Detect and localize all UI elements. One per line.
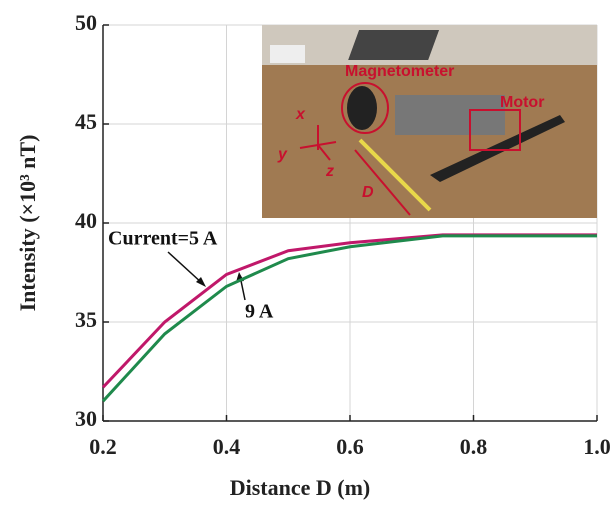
- series-label: 9 A: [245, 301, 274, 323]
- y-tick-label: 35: [75, 307, 97, 332]
- inset-distance: [354, 149, 411, 216]
- x-tick-label: 0.4: [213, 434, 241, 459]
- x-tick-label: 1.0: [583, 434, 611, 459]
- inset-label: z: [325, 163, 334, 180]
- annotation-arrowhead: [196, 277, 206, 287]
- series-line: [101, 234, 597, 403]
- series-label: Current=5 A: [108, 228, 218, 250]
- inset-photo: Magnetometer Motor x y z D: [262, 25, 597, 218]
- annotation-arrow: [167, 251, 204, 285]
- y-tick-label: 40: [75, 208, 97, 233]
- inset-label: x: [295, 106, 306, 123]
- inset-laptop: [348, 30, 440, 60]
- x-axis-label: Distance D (m): [230, 475, 371, 500]
- inset-tape: [358, 138, 432, 212]
- y-tick-label: 45: [75, 109, 97, 134]
- y-tick-label: 50: [75, 10, 97, 35]
- y-axis-label: Intensity (×10³ nT): [15, 135, 40, 312]
- inset-box: [469, 109, 521, 151]
- inset-device: [270, 45, 305, 63]
- inset-axis: [317, 144, 331, 161]
- inset-magnetometer: [347, 86, 377, 130]
- inset-circle: [341, 82, 389, 134]
- x-tick-label: 0.8: [460, 434, 488, 459]
- inset-board: [395, 95, 505, 135]
- inset-label: Motor: [500, 94, 544, 111]
- x-tick-label: 0.6: [336, 434, 364, 459]
- inset-propeller: [430, 115, 565, 182]
- x-tick-label: 0.2: [89, 434, 117, 459]
- inset-label: Magnetometer: [345, 63, 454, 80]
- y-tick-label: 30: [75, 406, 97, 431]
- inset-label: y: [277, 146, 288, 163]
- inset-label: D: [362, 184, 374, 201]
